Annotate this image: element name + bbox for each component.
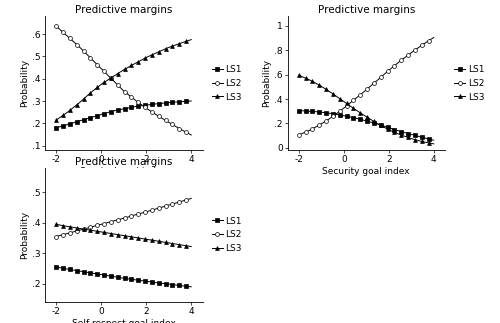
LS2: [113, 218, 119, 222]
LS1: [113, 275, 119, 279]
Legend: LS1, LS2, LS3: LS1, LS2, LS3: [210, 63, 244, 103]
LS1: [113, 109, 119, 112]
LS1: [140, 279, 146, 283]
LS2: [188, 133, 194, 137]
LS3: [146, 55, 152, 58]
LS1: [188, 285, 194, 289]
Line: LS2: LS2: [54, 196, 193, 238]
LS1: [134, 104, 140, 108]
LS3: [113, 233, 119, 236]
LS3: [378, 123, 384, 127]
LS1: [173, 283, 179, 287]
LS3: [134, 236, 140, 240]
LS2: [296, 133, 302, 137]
Title: Predictive margins: Predictive margins: [75, 157, 172, 167]
LS3: [296, 73, 302, 77]
LS2: [134, 213, 140, 216]
LS3: [173, 43, 179, 47]
LS1: [136, 104, 141, 108]
LS1: [53, 265, 60, 269]
LS1: [140, 104, 146, 108]
LS3: [356, 110, 362, 114]
X-axis label: Survival goal index: Survival goal index: [80, 167, 167, 176]
LS1: [134, 278, 140, 282]
Y-axis label: Probability: Probability: [262, 59, 271, 107]
LS2: [53, 24, 60, 28]
LS3: [383, 126, 389, 130]
LS2: [53, 234, 60, 238]
LS3: [173, 242, 179, 246]
LS2: [113, 81, 119, 85]
Title: Predictive margins: Predictive margins: [318, 5, 415, 16]
Line: LS1: LS1: [54, 99, 193, 130]
X-axis label: Security goal index: Security goal index: [322, 167, 410, 176]
LS2: [136, 100, 141, 104]
LS1: [146, 103, 152, 107]
LS3: [140, 237, 146, 241]
LS3: [376, 122, 382, 126]
LS2: [173, 125, 179, 129]
LS2: [416, 46, 422, 50]
LS1: [53, 126, 60, 130]
LS1: [378, 123, 384, 127]
LS2: [383, 71, 389, 75]
LS3: [388, 129, 394, 133]
Legend: LS1, LS2, LS3: LS1, LS2, LS3: [210, 215, 244, 255]
Title: Predictive margins: Predictive margins: [75, 5, 172, 16]
LS2: [136, 212, 141, 216]
LS2: [356, 94, 362, 98]
LS1: [388, 126, 394, 130]
Y-axis label: Probability: Probability: [20, 59, 28, 107]
LS1: [376, 122, 382, 126]
LS3: [136, 236, 141, 240]
LS3: [188, 245, 194, 248]
Legend: LS1, LS2, LS3: LS1, LS2, LS3: [452, 63, 486, 103]
LS3: [430, 142, 437, 146]
Line: LS2: LS2: [297, 36, 436, 137]
LS1: [146, 280, 152, 284]
LS2: [140, 211, 146, 214]
LS3: [146, 238, 152, 242]
LS2: [146, 209, 152, 213]
LS1: [173, 100, 179, 104]
LS3: [188, 38, 194, 42]
LS1: [416, 134, 422, 138]
LS3: [53, 118, 60, 122]
LS2: [430, 36, 437, 39]
LS1: [356, 117, 362, 121]
Line: LS3: LS3: [54, 38, 193, 122]
LS3: [113, 73, 119, 77]
LS3: [140, 57, 146, 61]
LS1: [430, 138, 437, 142]
LS3: [136, 60, 141, 64]
LS1: [136, 278, 141, 282]
Line: LS2: LS2: [54, 24, 193, 137]
LS2: [376, 77, 382, 81]
X-axis label: Self-respect goal index: Self-respect goal index: [72, 319, 176, 323]
LS2: [134, 99, 140, 103]
LS3: [134, 61, 140, 65]
Y-axis label: Probability: Probability: [20, 211, 28, 259]
LS3: [416, 139, 422, 142]
LS2: [146, 108, 152, 112]
Line: LS1: LS1: [54, 265, 193, 289]
LS2: [388, 67, 394, 70]
Line: LS3: LS3: [54, 222, 193, 248]
LS2: [188, 196, 194, 200]
LS1: [296, 109, 302, 112]
Line: LS1: LS1: [297, 109, 436, 142]
LS2: [173, 201, 179, 205]
LS2: [140, 104, 146, 108]
LS1: [188, 99, 194, 103]
LS1: [383, 125, 389, 129]
LS3: [53, 222, 60, 226]
LS2: [378, 75, 384, 79]
Line: LS3: LS3: [297, 73, 436, 146]
